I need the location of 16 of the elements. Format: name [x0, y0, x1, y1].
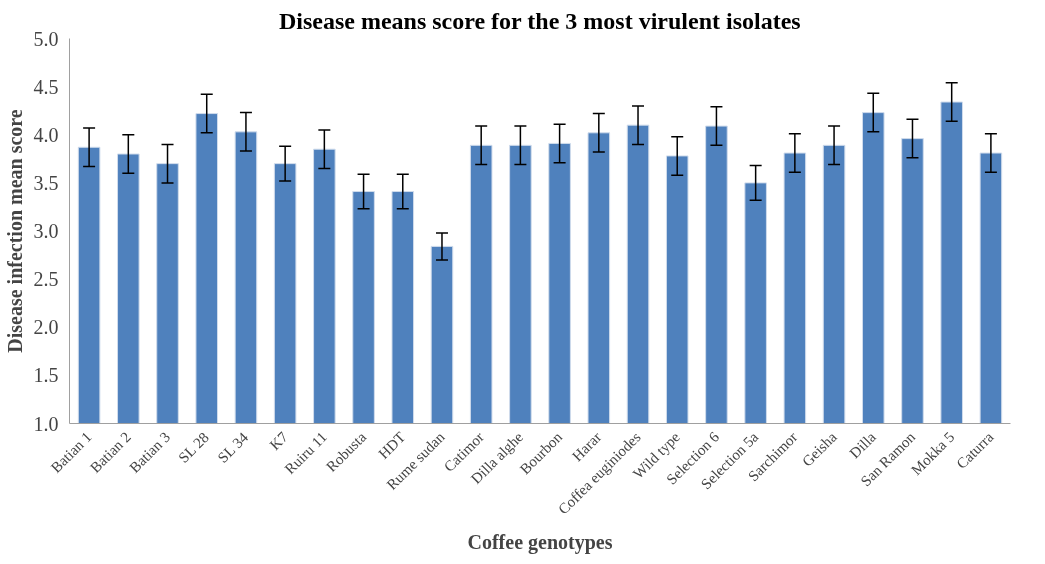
x-tick-label: Dilla	[846, 428, 880, 462]
chart-title: Disease means score for the 3 most virulent isolates	[278, 7, 801, 34]
y-tick-label: 4.5	[33, 75, 59, 98]
y-tick-label: 3.5	[33, 171, 59, 194]
x-axis-title: Coffee genotypes	[467, 531, 613, 555]
x-tick-label: SL 34	[214, 428, 252, 466]
y-axis-title: Disease infection mean score	[3, 109, 26, 353]
y-tick-label: 2.0	[33, 316, 59, 339]
x-tick-label: K7	[266, 428, 292, 454]
y-tick-label: 5.0	[33, 27, 59, 50]
y-tick-label: 1.0	[33, 412, 59, 435]
x-tick-label: SL 28	[175, 429, 212, 466]
y-tick-label: 4.0	[33, 123, 59, 146]
y-tick-label: 2.5	[33, 268, 59, 291]
y-tick-label: 1.5	[33, 364, 59, 387]
y-tick-label: 3.0	[33, 220, 59, 242]
